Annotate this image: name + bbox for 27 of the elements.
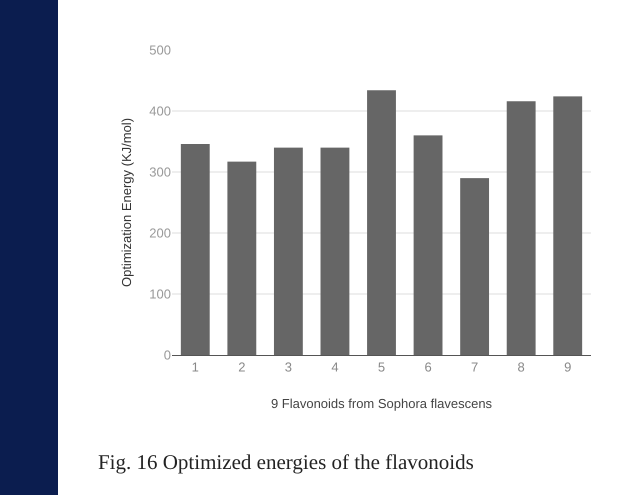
bar	[180, 144, 210, 355]
x-tick-label: 7	[470, 360, 478, 375]
x-tick-label: 9	[564, 360, 572, 375]
y-tick-label: 300	[149, 164, 171, 180]
y-tick-label: 500	[149, 42, 171, 58]
bar	[320, 148, 350, 355]
x-tick-label: 8	[518, 360, 525, 375]
x-tick-label: 5	[378, 360, 386, 375]
bar	[414, 135, 442, 355]
x-tick-label: 1	[192, 360, 199, 375]
y-tick-label: 0	[164, 348, 171, 363]
bar	[367, 90, 396, 355]
bar	[553, 96, 582, 355]
caption: Fig. 16 Optimized energies of the flavonoids	[98, 450, 474, 475]
x-tick-label: 4	[331, 360, 339, 375]
bar	[274, 148, 303, 355]
x-tick-label: 6	[424, 360, 432, 375]
y-tick-label: 100	[149, 286, 171, 302]
y-tick-label: 200	[149, 226, 171, 241]
x-tick-label: 2	[238, 360, 246, 375]
bar	[506, 101, 536, 355]
x-axis-title: 9 Flavonoids from Sophora flavescens	[270, 396, 493, 412]
y-tick-label: 400	[149, 104, 171, 119]
bar	[460, 178, 490, 355]
x-tick-label: 3	[284, 360, 292, 375]
bar	[227, 162, 256, 355]
y-axis-title: Optimization Energy (KJ/mol)	[119, 118, 134, 288]
